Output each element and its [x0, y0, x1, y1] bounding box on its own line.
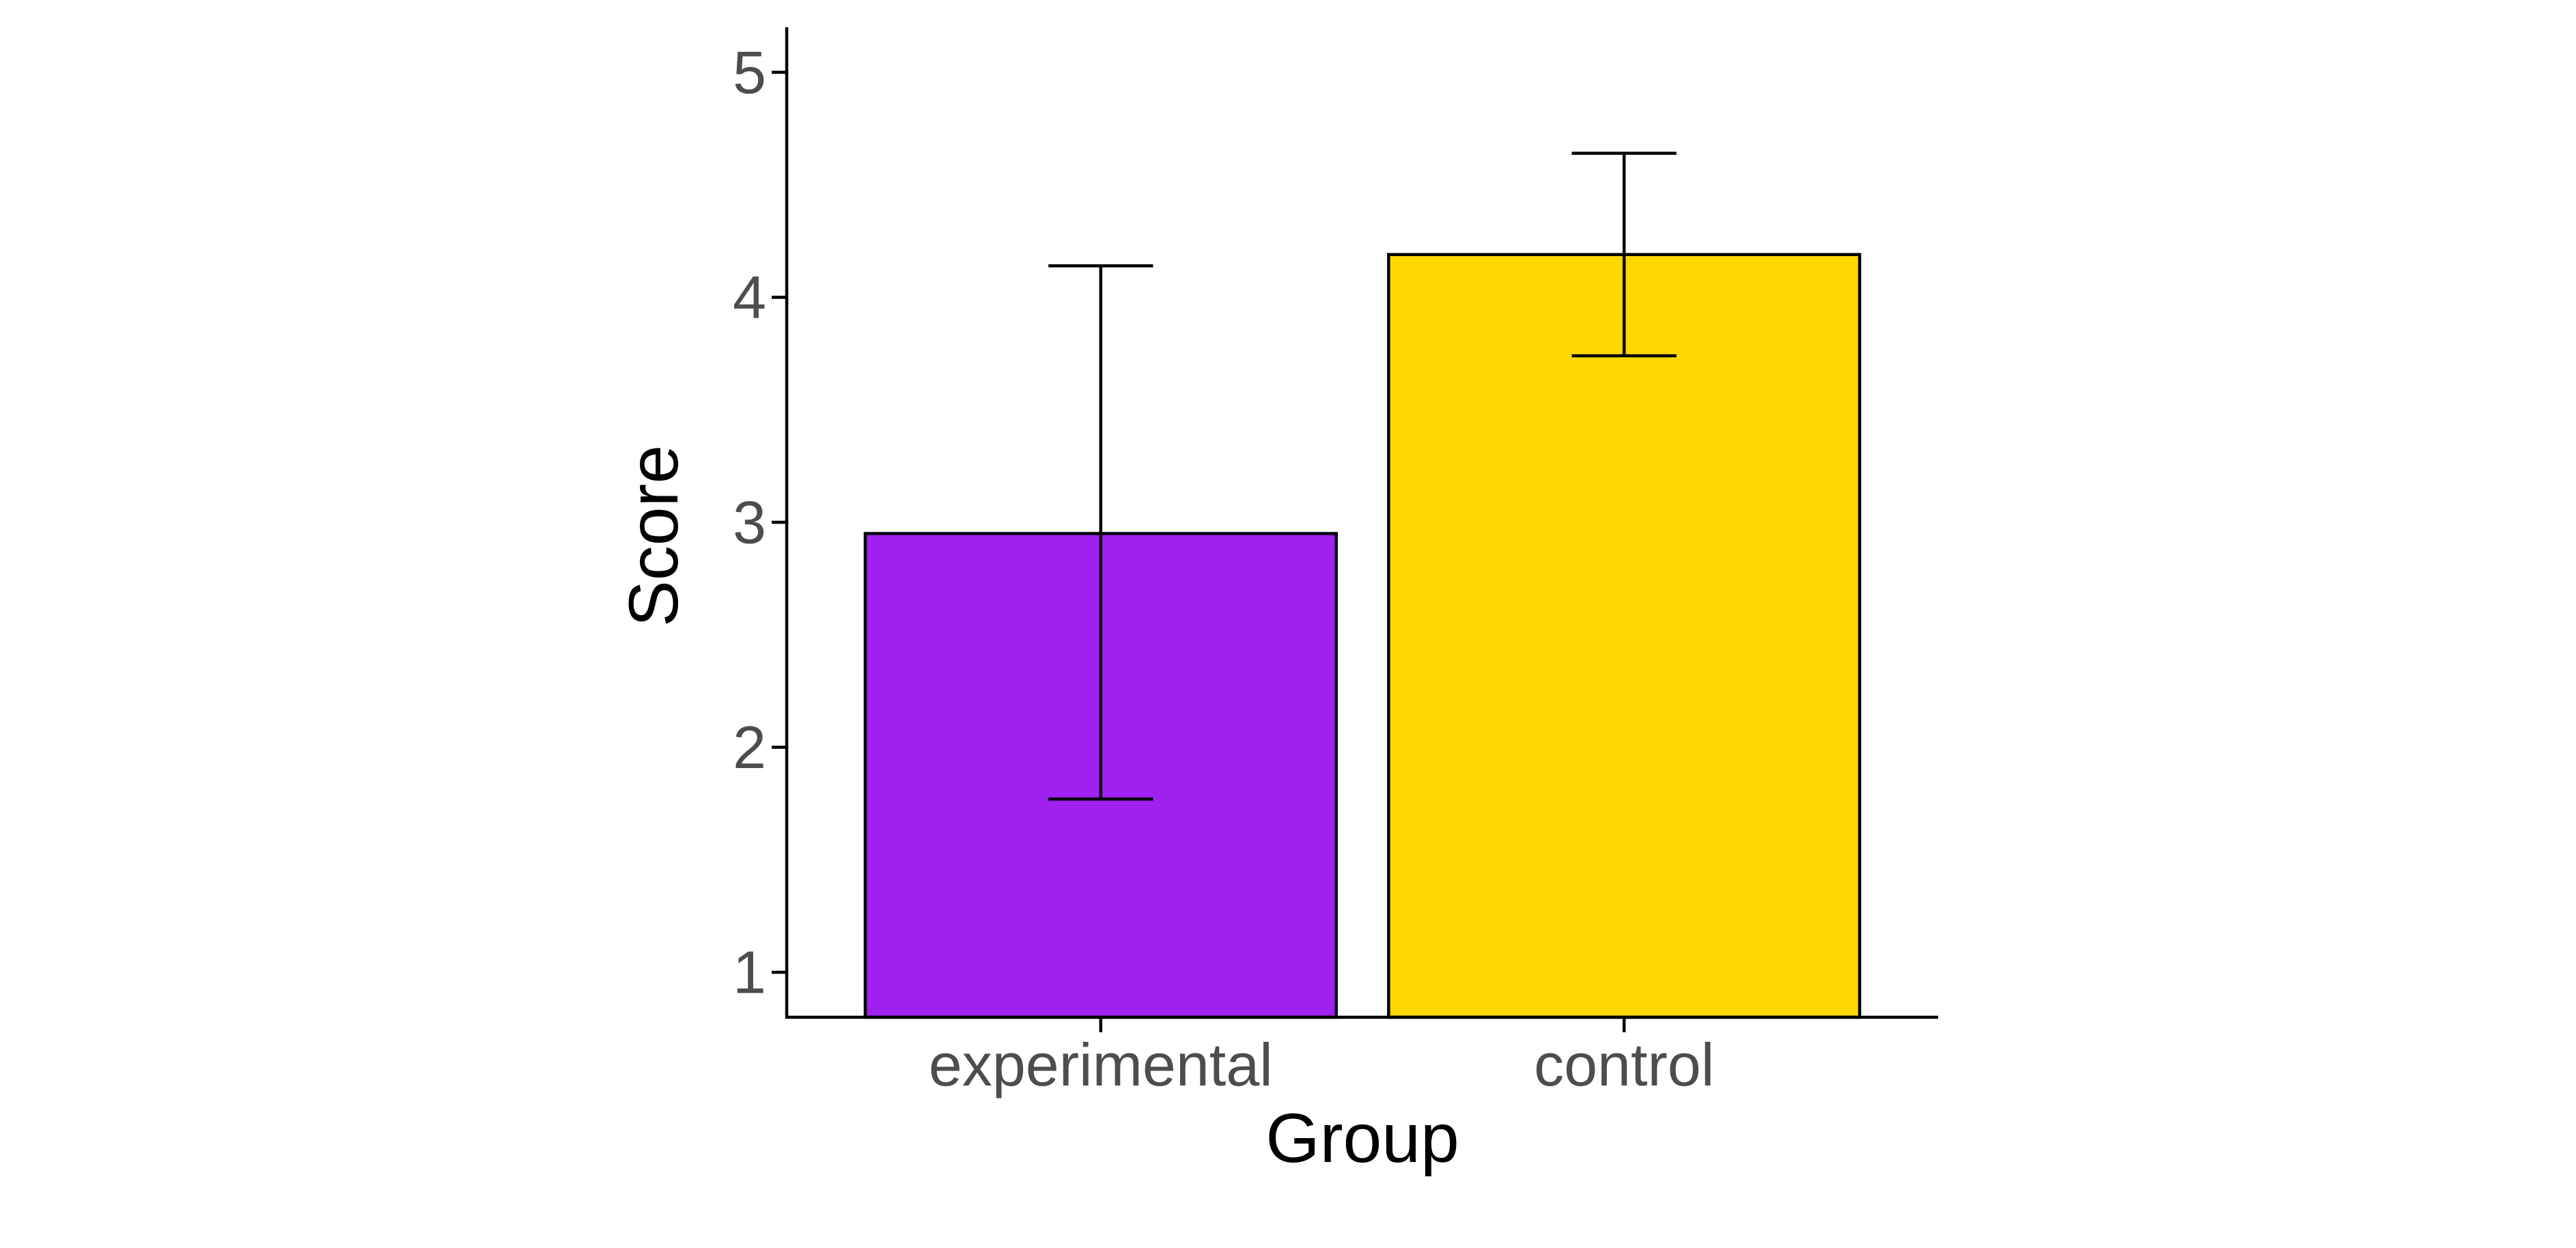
y-tick-label: 4	[733, 264, 766, 331]
error-bar-control	[1571, 152, 1677, 358]
y-axis-ticks: 1 2 3 4 5	[733, 38, 787, 1006]
y-tick-label: 3	[733, 489, 766, 556]
bar-control	[1387, 253, 1862, 1019]
x-tick-label: experimental	[929, 1031, 1273, 1098]
bars	[863, 253, 1862, 1019]
error-bars	[1048, 152, 1677, 801]
y-axis-title: Score	[615, 445, 692, 627]
y-tick-label: 5	[733, 38, 766, 106]
error-bar-experimental	[1048, 264, 1153, 801]
y-tick-label: 2	[733, 713, 766, 781]
x-axis-title: Group	[1265, 1099, 1459, 1177]
y-tick-label: 1	[733, 939, 766, 1006]
x-tick-label: control	[1534, 1031, 1714, 1098]
x-axis-ticks: experimental control	[929, 1017, 1714, 1098]
